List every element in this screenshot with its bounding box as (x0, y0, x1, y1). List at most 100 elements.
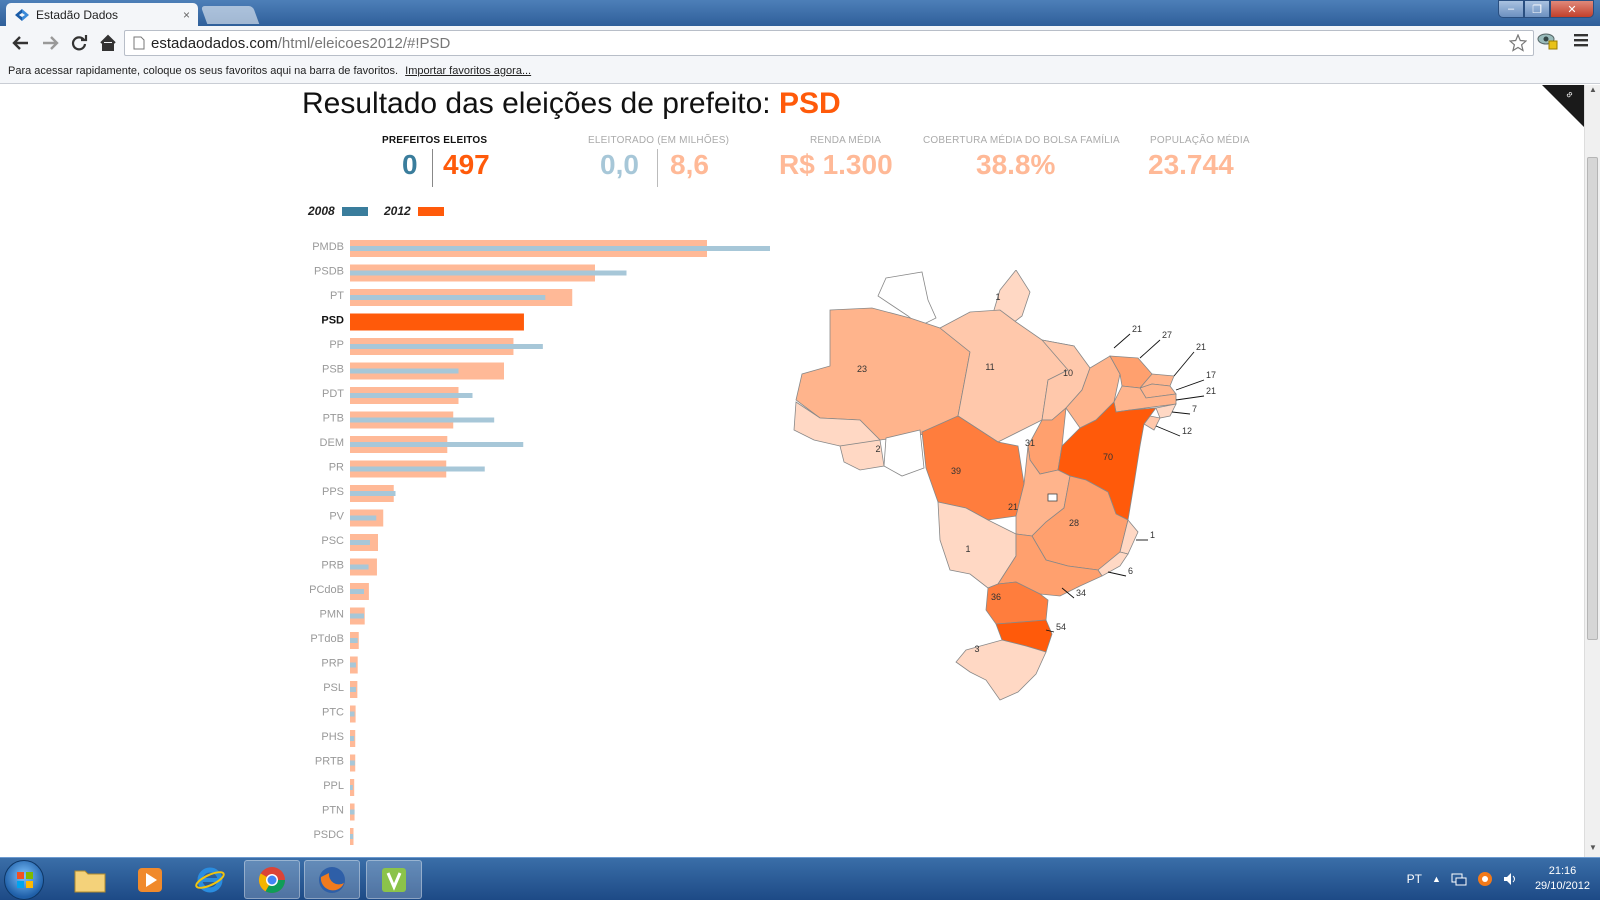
bar-2008 (350, 540, 370, 545)
maximize-button[interactable]: ❐ (1524, 0, 1550, 18)
chrome-taskbar-button[interactable] (244, 860, 300, 899)
page-title-text: Resultado das eleições de prefeito: (302, 87, 779, 120)
minimize-button[interactable]: – (1498, 0, 1524, 18)
bar-row-pv[interactable]: PV (329, 509, 384, 527)
bar-row-prb[interactable]: PRB (321, 558, 377, 576)
firefox-icon (319, 866, 345, 893)
bookmark-star-icon[interactable] (1509, 34, 1527, 52)
tray-expand-icon[interactable]: ▲ (1432, 874, 1441, 884)
windows-logo-icon (17, 872, 33, 888)
map-label-pa: 11 (985, 362, 994, 372)
volume-icon[interactable] (1503, 872, 1519, 886)
map-state-df[interactable] (1047, 493, 1058, 502)
address-bar[interactable]: estadaodados.com/html/eleicoes2012/#!PSD (124, 30, 1534, 56)
page-title: Resultado das eleições de prefeito: PSD (302, 87, 841, 121)
bar-2008 (350, 417, 495, 423)
start-button[interactable] (4, 860, 44, 900)
prefeitos-label: PREFEITOS ELEITOS (382, 135, 488, 146)
menu-wrench-icon[interactable] (1572, 32, 1590, 48)
map-state-pr[interactable] (985, 581, 1049, 625)
bolsa-value: 38.8% (976, 149, 1056, 180)
map-label-pr: 36 (991, 592, 1001, 602)
bar-2012 (350, 313, 524, 331)
bar-row-pp[interactable]: PP (329, 338, 543, 355)
back-button[interactable] (8, 30, 34, 56)
bar-row-pmn[interactable]: PMN (320, 607, 365, 625)
reload-button[interactable] (66, 30, 92, 56)
bookmarks-bar: Para acessar rapidamente, coloque os seu… (0, 60, 1600, 84)
corner-ribbon[interactable]: 8 (1538, 85, 1584, 131)
bar-row-phs[interactable]: PHS (321, 730, 356, 747)
map-leader-pi (1113, 333, 1131, 349)
internet-explorer-icon (195, 867, 225, 892)
forward-button[interactable] (37, 30, 63, 56)
bar-row-ptdob[interactable]: PTdoB (310, 632, 359, 649)
bar-row-psc[interactable]: PSC (321, 534, 378, 551)
bar-row-psd[interactable]: PSD (321, 313, 524, 331)
map-state-ro[interactable] (883, 429, 925, 477)
page-scrollbar[interactable]: ▲ ▼ (1584, 85, 1600, 857)
bar-row-pdt[interactable]: PDT (322, 387, 473, 404)
prefeitos-2012-value: 497 (443, 149, 490, 180)
tab-close-icon[interactable]: × (182, 7, 190, 22)
media-player-taskbar-button[interactable] (122, 860, 178, 899)
bar-row-ptb[interactable]: PTB (323, 411, 495, 429)
map-leader-rj (1107, 571, 1127, 577)
close-window-button[interactable]: ✕ (1550, 0, 1594, 18)
app-taskbar-button[interactable] (366, 860, 422, 899)
map-state-acre-east[interactable] (839, 439, 885, 471)
window-controls: – ❐ ✕ (1498, 0, 1594, 18)
extension-icon[interactable] (1536, 30, 1558, 50)
map-leader-se (1155, 425, 1181, 437)
language-indicator[interactable]: PT (1406, 872, 1423, 886)
renda-value: R$ 1.300 (779, 149, 893, 180)
bar-row-pr[interactable]: PR (329, 460, 485, 478)
eleitorado-2012-value: 8,6 (670, 149, 709, 180)
scroll-down-icon[interactable]: ▼ (1589, 843, 1597, 852)
map-label-mt: 39 (951, 466, 961, 476)
clock-time: 21:16 (1548, 865, 1577, 877)
map-label-mg: 28 (1069, 518, 1079, 528)
bar-row-psb[interactable]: PSB (322, 362, 504, 380)
scroll-thumb[interactable] (1587, 157, 1598, 640)
bar-2008 (350, 442, 524, 447)
firefox-taskbar-button[interactable] (304, 860, 360, 899)
bar-row-dem[interactable]: DEM (320, 436, 524, 453)
bar-row-ppl[interactable]: PPL (323, 779, 355, 796)
map-label-to: 31 (1025, 438, 1035, 448)
map-label-se: 12 (1182, 426, 1192, 436)
map-state-rs[interactable] (955, 639, 1047, 701)
bar-2008 (350, 368, 459, 374)
bar-2008 (350, 662, 356, 668)
map-state-al[interactable] (1155, 403, 1177, 419)
system-clock[interactable]: 21:16 29/10/2012 (1535, 864, 1590, 894)
import-bookmarks-link[interactable]: Importar favoritos agora... (405, 65, 532, 77)
bookmarks-hint: Para acessar rapidamente, coloque os seu… (8, 65, 399, 77)
bar-row-psl[interactable]: PSL (323, 681, 358, 698)
prefeitos-2008-value: 0 (402, 149, 418, 180)
explorer-taskbar-button[interactable] (62, 860, 118, 899)
legend-label-2008: 2008 (307, 204, 335, 218)
network-icon[interactable] (1451, 872, 1467, 886)
bar-row-prp[interactable]: PRP (321, 656, 358, 674)
bar-row-pmdb[interactable]: PMDB (312, 240, 770, 257)
back-arrow-icon (12, 36, 28, 50)
bar-row-ptc[interactable]: PTC (322, 705, 356, 723)
bar-label: PSC (321, 535, 344, 547)
bar-row-ptn[interactable]: PTN (322, 803, 355, 821)
map-leader-sc (1045, 629, 1055, 633)
system-tray: PT ▲ 21:16 29/10/2012 (1407, 864, 1590, 894)
bar-row-psdc[interactable]: PSDC (313, 828, 354, 845)
bar-row-psdb[interactable]: PSDB (314, 264, 627, 282)
bar-row-pcdob[interactable]: PCdoB (309, 583, 369, 600)
bar-row-pps[interactable]: PPS (322, 485, 396, 502)
ie-taskbar-button[interactable] (182, 860, 238, 899)
browser-tab[interactable]: Estadão Dados × (6, 3, 198, 26)
bar-row-prtb[interactable]: PRTB (315, 754, 356, 772)
avast-icon[interactable] (1477, 871, 1493, 887)
new-tab-button[interactable] (200, 6, 260, 24)
map-label-ba: 70 (1103, 452, 1113, 462)
home-button[interactable] (95, 30, 121, 56)
bar-row-pt[interactable]: PT (330, 289, 573, 306)
scroll-up-icon[interactable]: ▲ (1589, 85, 1597, 94)
